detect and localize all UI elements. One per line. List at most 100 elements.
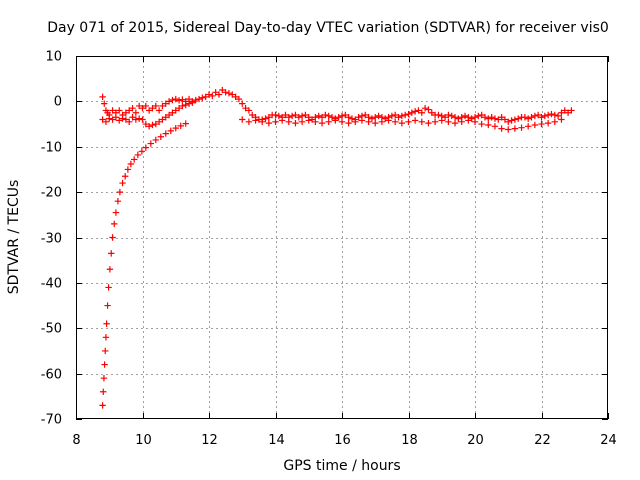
data-point <box>405 118 412 125</box>
data-point <box>147 140 155 147</box>
data-point <box>116 107 123 114</box>
data-point <box>99 402 106 409</box>
data-point <box>511 125 519 132</box>
data-point <box>162 114 169 121</box>
data-point <box>272 111 279 119</box>
data-point <box>292 119 299 127</box>
data-point <box>116 117 123 124</box>
data-point <box>104 302 111 309</box>
data-point <box>491 115 499 122</box>
data-point <box>352 118 359 125</box>
data-point <box>162 130 169 137</box>
data-point <box>112 209 120 216</box>
data-point <box>185 100 193 107</box>
data-point <box>165 98 173 105</box>
data-point <box>465 117 472 124</box>
data-point <box>328 114 336 121</box>
data-point <box>205 91 213 98</box>
data-point <box>544 111 552 119</box>
data-point <box>458 118 465 125</box>
data-point <box>101 361 108 368</box>
data-point <box>232 93 239 101</box>
data-point <box>408 109 416 116</box>
data-point <box>99 116 106 123</box>
data-point <box>172 107 179 114</box>
data-point <box>149 104 156 112</box>
y-tick-label: 0 <box>54 95 62 110</box>
data-point <box>392 111 399 119</box>
data-point <box>538 114 545 121</box>
data-point <box>455 115 462 122</box>
data-point <box>345 119 352 127</box>
data-point <box>145 107 153 114</box>
data-point <box>245 118 253 125</box>
data-point <box>525 123 532 130</box>
data-point <box>292 111 299 119</box>
data-point <box>405 110 412 118</box>
data-point <box>278 117 286 124</box>
data-point <box>392 118 399 125</box>
data-point <box>265 119 273 127</box>
data-point <box>142 144 150 151</box>
data-point <box>245 107 253 114</box>
data-point <box>127 160 135 168</box>
data-point <box>515 115 522 122</box>
data-point <box>242 104 249 112</box>
data-point <box>388 112 396 120</box>
data-point <box>109 116 116 123</box>
data-point <box>282 111 289 119</box>
data-point <box>111 220 118 228</box>
data-point <box>177 122 184 130</box>
data-point <box>534 111 542 119</box>
data-point <box>431 118 439 125</box>
data-point <box>491 123 499 130</box>
data-point <box>375 112 382 120</box>
data-point <box>471 118 479 125</box>
data-point <box>338 118 346 125</box>
data-point <box>362 111 369 119</box>
data-point <box>124 166 132 173</box>
data-point <box>212 89 219 96</box>
data-point <box>302 111 309 119</box>
data-point <box>252 117 259 124</box>
data-point <box>135 102 143 110</box>
data-point <box>288 112 296 120</box>
data-point <box>428 109 435 116</box>
data-point <box>485 115 492 122</box>
data-point <box>215 91 223 98</box>
data-point <box>308 116 316 123</box>
data-point <box>175 97 183 104</box>
data-point <box>485 121 492 129</box>
data-point <box>142 120 150 128</box>
data-point <box>438 117 445 124</box>
data-point <box>378 118 386 125</box>
data-point <box>138 148 146 155</box>
data-point <box>558 116 565 123</box>
data-point <box>116 188 124 196</box>
data-point <box>132 109 140 116</box>
data-point <box>229 91 236 98</box>
data-point <box>538 120 545 128</box>
data-point <box>169 96 176 104</box>
data-point <box>312 118 319 125</box>
data-point <box>531 112 539 120</box>
data-point <box>441 114 449 121</box>
data-point <box>568 107 575 114</box>
data-point <box>305 117 312 124</box>
data-point <box>425 106 432 113</box>
data-point <box>152 120 159 128</box>
data-point <box>498 114 505 121</box>
data-point <box>318 114 326 121</box>
data-point <box>551 111 558 119</box>
data-point <box>102 118 110 125</box>
data-point <box>145 123 153 130</box>
data-point <box>411 108 419 115</box>
data-point <box>315 112 322 120</box>
data-point <box>411 117 419 124</box>
chart-title: Day 071 of 2015, Sidereal Day-to-day VTE… <box>47 20 609 36</box>
data-point <box>225 90 233 97</box>
data-point <box>505 126 512 133</box>
y-tick-label: -30 <box>41 232 62 247</box>
data-point <box>478 120 485 128</box>
